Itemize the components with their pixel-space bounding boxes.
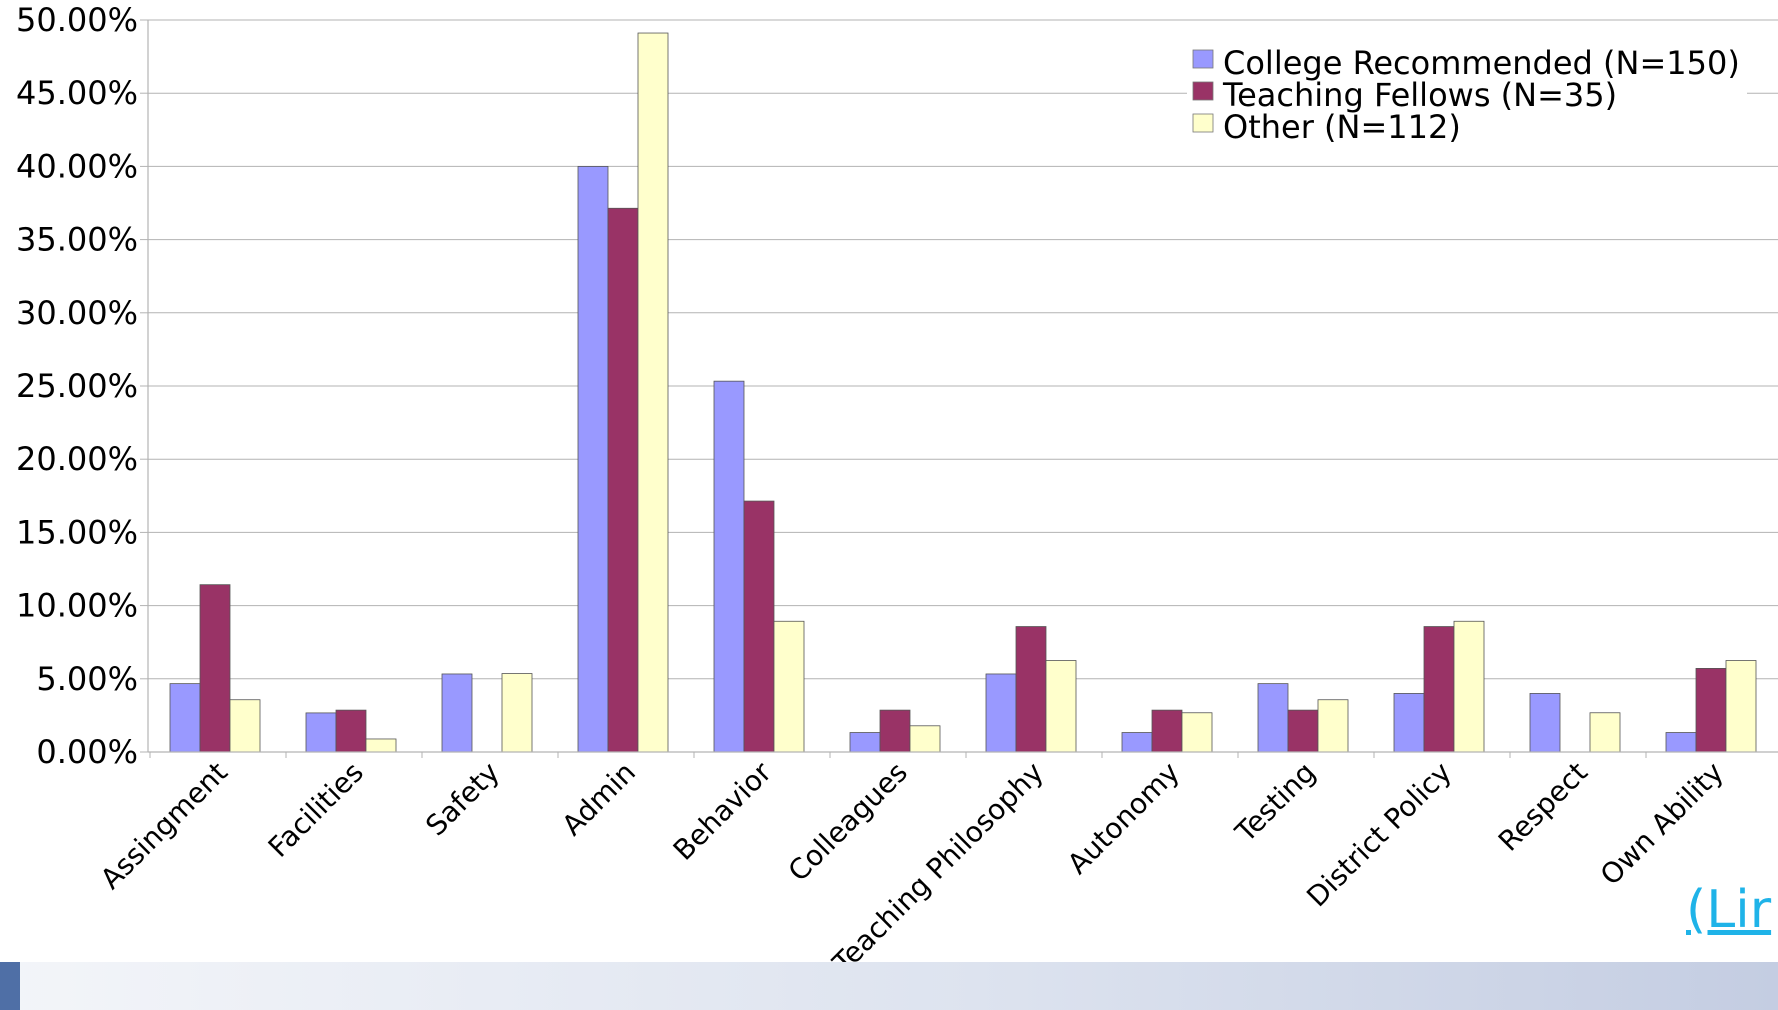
bar (985, 673, 1017, 753)
footer-accent (0, 962, 20, 1010)
bar (1589, 712, 1621, 753)
x-tick-label: Behavior (667, 755, 779, 867)
legend: College Recommended (N=150)Teaching Fell… (1187, 44, 1747, 146)
bar (199, 584, 231, 753)
bar (1695, 668, 1727, 753)
x-tick-label: Assingment (94, 756, 234, 896)
bar (1015, 626, 1047, 753)
footer-bar (0, 962, 1778, 1010)
x-tick-labels: Assingment Facilities Safety Admin Behavior C… (94, 755, 1730, 980)
bar (577, 165, 609, 753)
bar (169, 683, 201, 753)
legend-swatch (1192, 49, 1214, 69)
legend-swatch (1192, 113, 1214, 133)
axes (147, 20, 1778, 758)
bar (909, 725, 941, 753)
bar (743, 500, 775, 753)
legend-background (1187, 44, 1747, 146)
gridlines (140, 19, 1778, 753)
x-tick-label: Own Ability (1594, 756, 1730, 892)
bar (1121, 732, 1153, 753)
bar (441, 673, 473, 753)
bar (1423, 626, 1455, 753)
y-tick-label: 25.00% (16, 367, 138, 405)
y-tick-label: 50.00% (16, 1, 138, 39)
y-tick-label: 20.00% (16, 440, 138, 478)
y-tick-label: 10.00% (16, 587, 138, 625)
x-tick-label: Respect (1492, 756, 1594, 858)
bar (305, 712, 337, 753)
bar (365, 738, 397, 753)
bar (1453, 620, 1485, 753)
y-tick-label: 45.00% (16, 74, 138, 112)
legend-swatch (1192, 81, 1214, 101)
bar (1529, 693, 1561, 753)
x-tick-label: Facilities (262, 756, 370, 864)
x-tick-label: Testing (1228, 756, 1322, 850)
y-tick-label: 15.00% (16, 513, 138, 551)
y-tick-label: 30.00% (16, 294, 138, 332)
bar (1393, 693, 1425, 753)
x-tick-label: Colleagues (782, 756, 914, 888)
bar (849, 732, 881, 753)
x-tick-label: District Policy (1300, 756, 1458, 914)
bar (1287, 709, 1319, 753)
bar (1725, 660, 1757, 753)
bar (1045, 660, 1077, 753)
bar (637, 32, 669, 753)
bar (1665, 732, 1697, 753)
bar (501, 673, 533, 753)
x-tick-label: Admin (556, 756, 642, 842)
bar (229, 699, 261, 753)
y-tick-label: 0.00% (36, 733, 138, 771)
bar (607, 207, 639, 753)
legend-label: Teaching Fellows (N=35) (1222, 76, 1617, 114)
y-tick-labels: 0.00% 5.00% 10.00% 15.00% 20.00% 25.00% 30.00%… (16, 1, 138, 771)
bar (1317, 699, 1349, 753)
bar (773, 620, 805, 753)
legend-label: Other (N=112) (1223, 108, 1461, 146)
x-tick-label: Autonomy (1061, 756, 1186, 881)
y-tick-label: 35.00% (16, 221, 138, 259)
bar (1151, 709, 1183, 753)
bar (1257, 683, 1289, 753)
bar (879, 709, 911, 753)
y-tick-label: 5.00% (36, 660, 138, 698)
link-text[interactable]: (Lir (1686, 880, 1772, 940)
bar (335, 709, 367, 753)
bars (169, 32, 1757, 753)
y-tick-label: 40.00% (16, 147, 138, 185)
x-tick-label: Safety (419, 756, 506, 843)
bar (713, 380, 745, 753)
legend-label: College Recommended (N=150) (1223, 44, 1740, 82)
bar (1181, 712, 1213, 753)
